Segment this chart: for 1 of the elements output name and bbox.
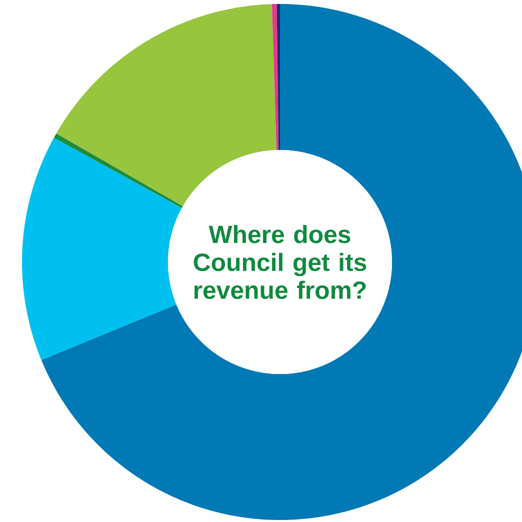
text: Where does Council get its revenue from? <box>194 224 366 300</box>
